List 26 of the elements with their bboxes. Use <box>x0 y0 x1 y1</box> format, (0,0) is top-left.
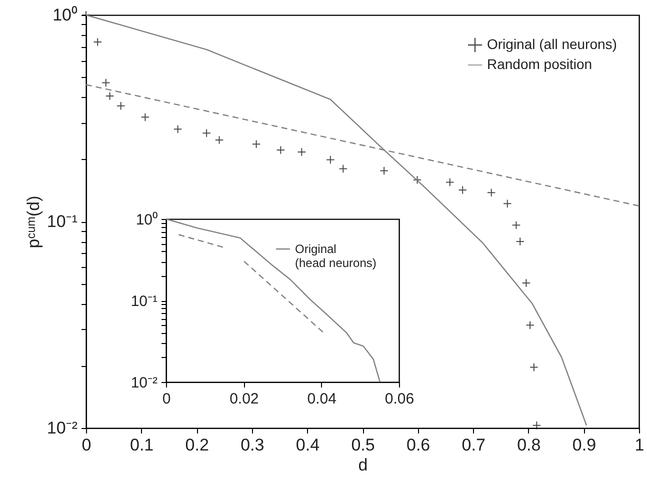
y-axis-title: pᶜᵘᵐ(d) <box>24 196 43 248</box>
x-tick-label: 0.02 <box>230 390 259 408</box>
x-tick-label: 0.4 <box>296 436 320 454</box>
x-tick-label: 0.1 <box>130 436 154 454</box>
y-tick-label: 10⁻¹ <box>130 293 158 310</box>
x-tick-label: 0.04 <box>307 390 336 408</box>
x-axis-title: d <box>358 456 368 474</box>
legend-label: Original (head neurons) <box>295 242 376 270</box>
y-tick-label: 10⁻¹ <box>46 212 78 231</box>
y-tick-label: 10⁻² <box>46 418 78 438</box>
x-tick-label: 0.8 <box>517 436 541 454</box>
x-tick-label: 0.6 <box>406 436 430 454</box>
y-tick-label: 10⁰ <box>52 6 78 24</box>
x-tick-label: 0.9 <box>572 436 596 454</box>
x-tick-label: 0.3 <box>240 436 264 454</box>
x-tick-label: 0.7 <box>462 436 486 454</box>
x-tick-label: 0 <box>82 436 92 454</box>
y-tick-label: 10⁻² <box>130 374 158 392</box>
x-tick-label: 0.06 <box>384 390 414 408</box>
x-tick-label: 0.2 <box>185 436 209 454</box>
x-tick-label: 1 <box>634 436 644 454</box>
legend-label: Random position <box>487 56 592 72</box>
x-tick-label: 0.5 <box>351 436 375 454</box>
x-tick-label: 0 <box>162 390 171 408</box>
legend-label: Original (all neurons) <box>487 36 617 52</box>
y-tick-label: 10⁰ <box>136 212 158 228</box>
